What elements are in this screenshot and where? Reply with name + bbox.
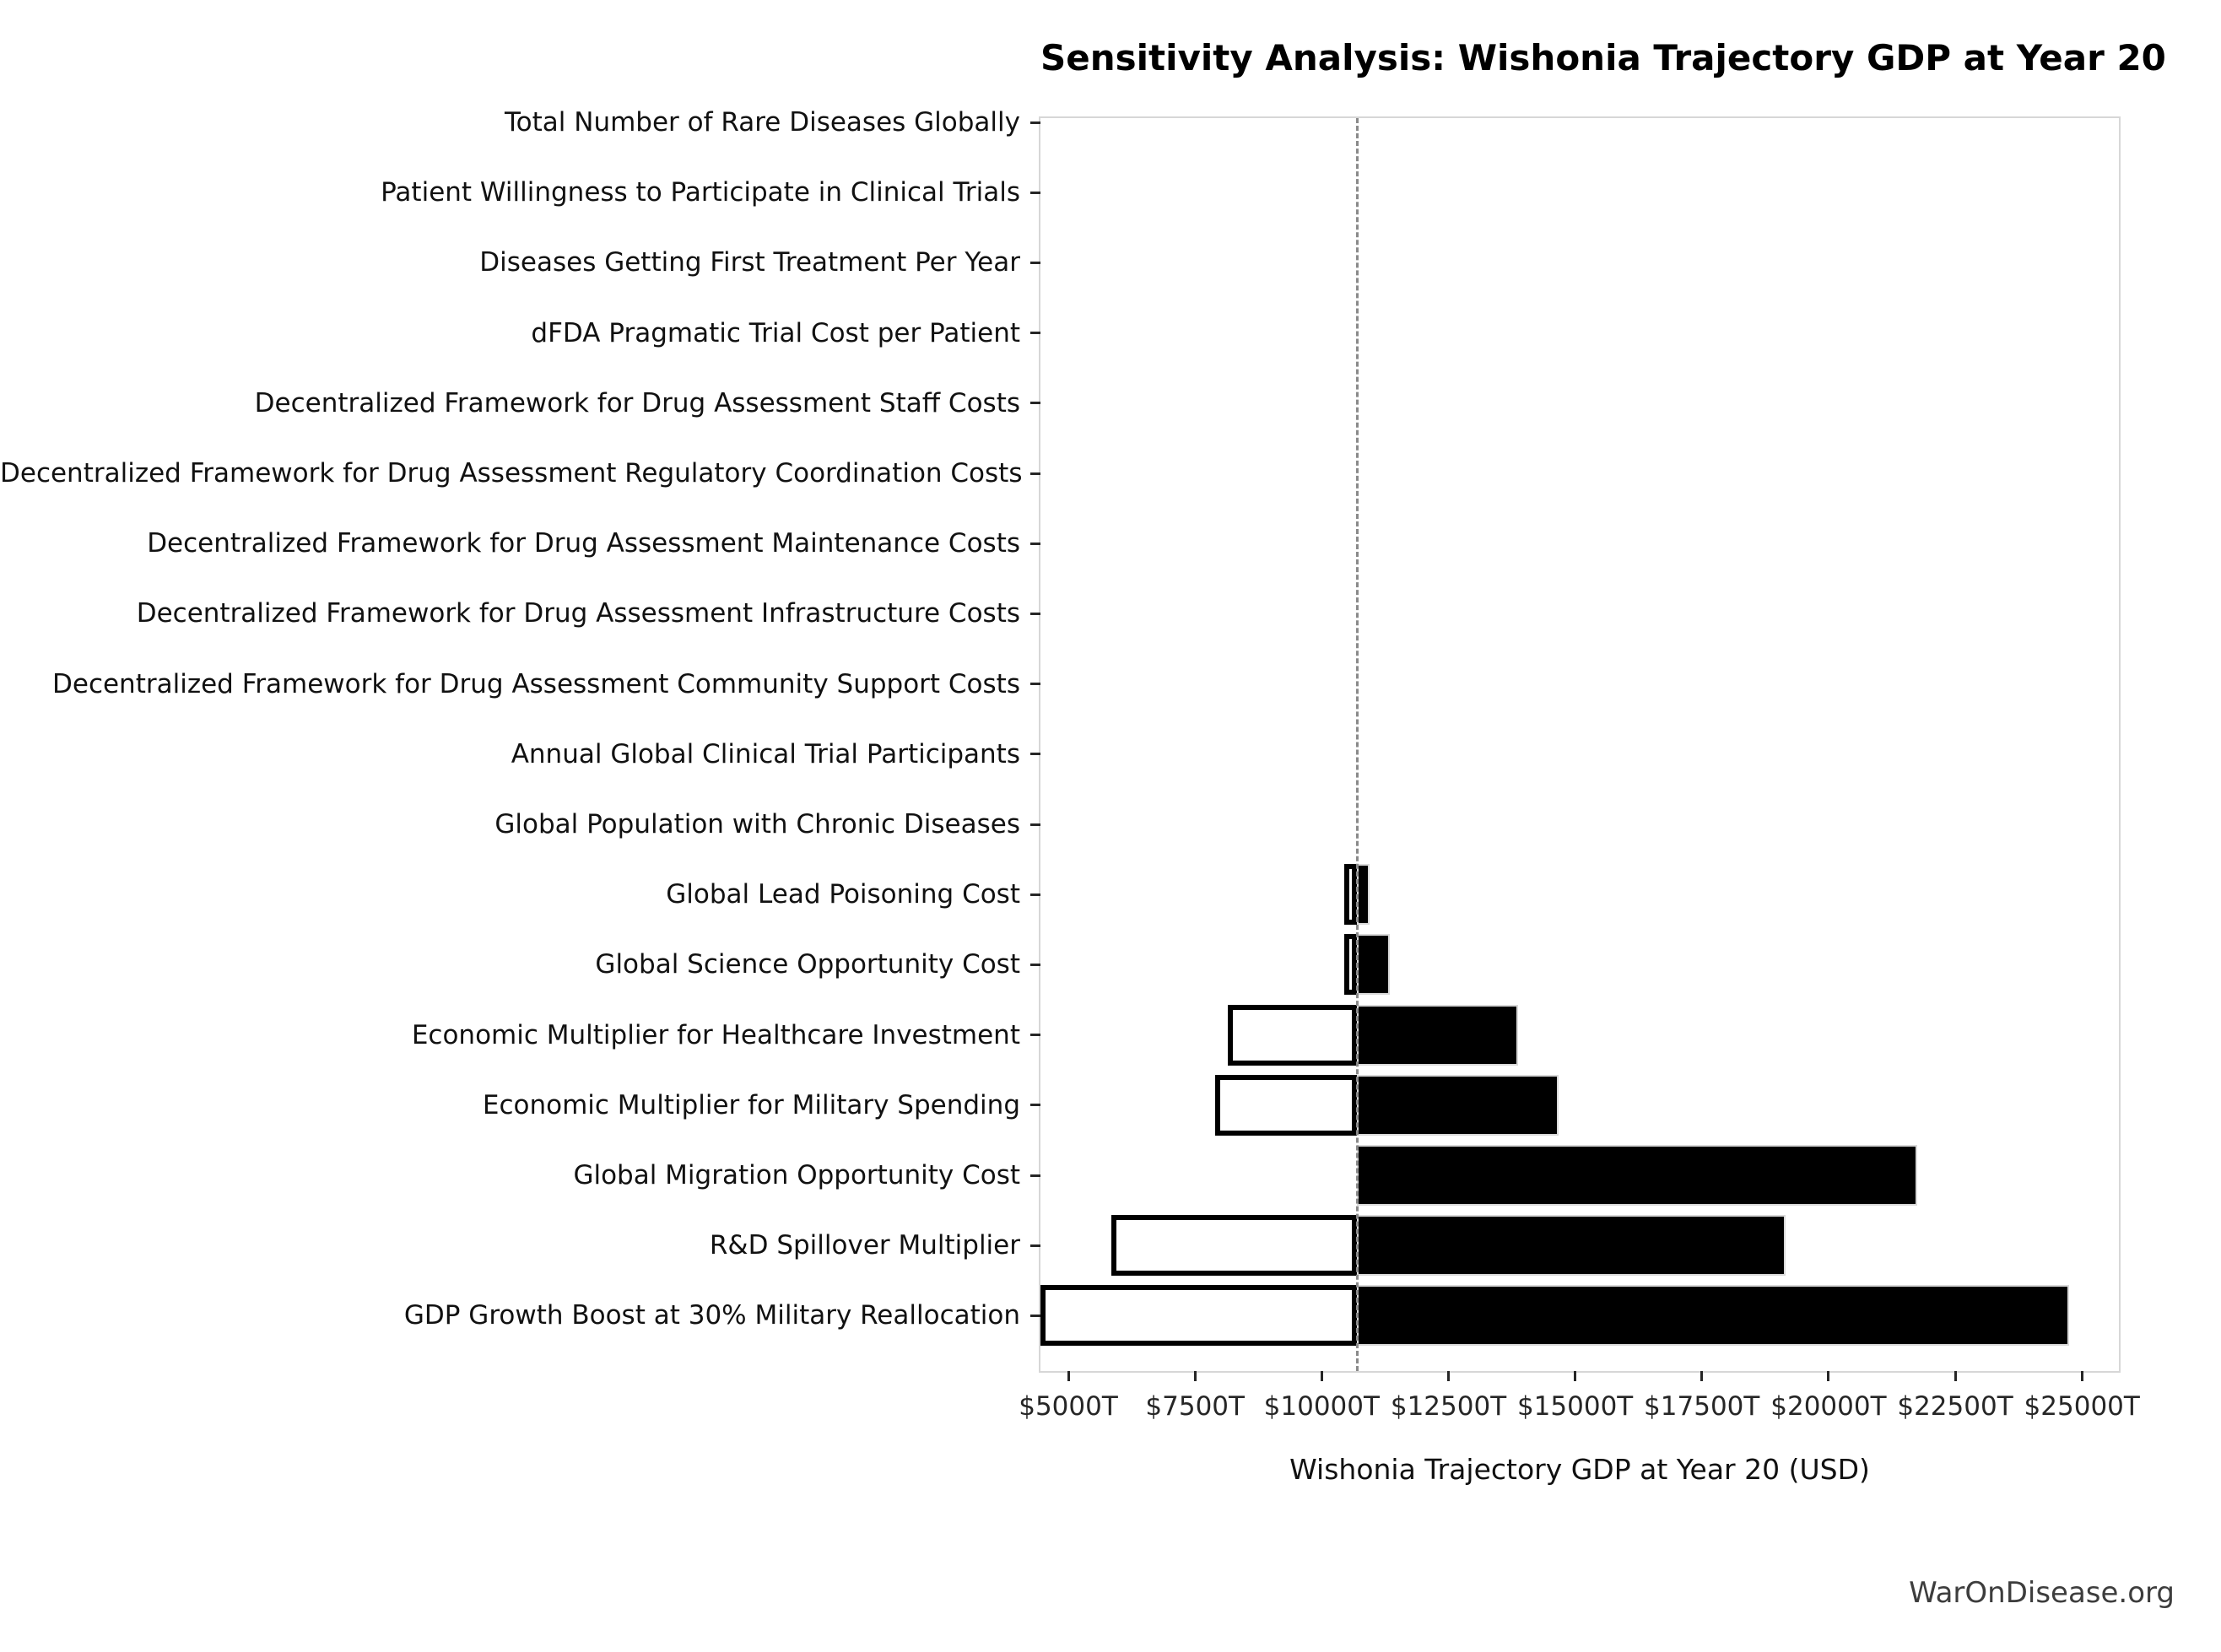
y-tick-label: Global Science Opportunity Cost [595,949,1020,980]
y-tick-label: Economic Multiplier for Military Spendin… [482,1089,1020,1120]
y-tick-mark [1030,823,1040,826]
y-tick-mark [1030,191,1040,194]
y-tick-mark [1030,753,1040,756]
bar-low-17 [1040,1285,1358,1347]
x-tick-mark [1954,1371,1957,1381]
y-tick-label: R&D Spillover Multiplier [709,1230,1020,1261]
y-tick-label: Global Lead Poisoning Cost [666,879,1020,910]
y-tick-label: Decentralized Framework for Drug Assessm… [147,528,1020,559]
y-tick-label: Total Number of Rare Diseases Globally [505,107,1020,138]
x-tick-label: $22500T [1897,1391,2013,1422]
x-tick-mark [1827,1371,1830,1381]
y-tick-label: dFDA Pragmatic Trial Cost per Patient [531,317,1020,348]
bar-low-14 [1215,1074,1358,1136]
watermark: WarOnDisease.org [1909,1576,2175,1610]
x-tick-label: $20000T [1770,1391,1887,1422]
y-tick-label: GDP Growth Boost at 30% Military Realloc… [403,1300,1020,1331]
x-tick-label: $5000T [1019,1391,1118,1422]
y-tick-mark [1030,1314,1040,1317]
bar-low-16 [1111,1215,1358,1277]
x-tick-mark [1193,1371,1197,1381]
y-tick-label: Decentralized Framework for Drug Assessm… [254,387,1020,418]
x-tick-mark [1067,1371,1070,1381]
bar-low-12 [1344,934,1358,996]
y-tick-mark [1030,1174,1040,1177]
y-tick-mark [1030,402,1040,405]
y-tick-mark [1030,261,1040,264]
y-tick-mark [1030,612,1040,615]
x-tick-mark [1574,1371,1577,1381]
bar-high-15 [1357,1145,1917,1206]
x-axis-title: Wishonia Trajectory GDP at Year 20 (USD) [1289,1453,1870,1486]
bar-high-14 [1357,1074,1559,1136]
y-tick-mark [1030,683,1040,686]
chart-title: Sensitivity Analysis: Wishonia Trajector… [1040,37,2166,78]
y-tick-label: Economic Multiplier for Healthcare Inves… [411,1019,1020,1050]
y-tick-mark [1030,963,1040,966]
x-tick-mark [1447,1371,1450,1381]
bar-high-16 [1357,1215,1786,1277]
y-tick-mark [1030,1244,1040,1247]
y-tick-mark [1030,332,1040,335]
y-tick-label: Global Population with Chronic Diseases [494,809,1020,839]
y-tick-label: Decentralized Framework for Drug Assessm… [52,668,1020,699]
x-tick-label: $7500T [1145,1391,1245,1422]
x-tick-label: $17500T [1644,1391,1760,1422]
x-tick-label: $10000T [1263,1391,1380,1422]
y-tick-mark [1030,1034,1040,1037]
bar-high-11 [1357,864,1370,926]
bar-low-11 [1344,864,1358,926]
x-tick-mark [1320,1371,1323,1381]
y-tick-mark [1030,542,1040,545]
y-tick-mark [1030,893,1040,896]
x-tick-label: $12500T [1390,1391,1507,1422]
y-tick-label: Patient Willingness to Participate in Cl… [381,177,1020,208]
x-tick-mark [2080,1371,2083,1381]
y-tick-label: Decentralized Framework for Drug Assessm… [136,598,1020,629]
y-tick-label: Global Migration Opportunity Cost [573,1160,1020,1190]
y-tick-mark [1030,1104,1040,1107]
y-tick-label: Diseases Getting First Treatment Per Yea… [479,247,1020,278]
y-tick-mark [1030,472,1040,475]
bar-high-13 [1357,1004,1518,1066]
bar-low-13 [1228,1004,1358,1066]
y-tick-mark [1030,121,1040,124]
y-tick-label: Decentralized Framework for Drug Assessm… [0,458,1023,489]
x-tick-label: $25000T [2024,1391,2140,1422]
x-tick-mark [1700,1371,1704,1381]
bar-high-17 [1357,1285,2070,1347]
bar-high-12 [1357,934,1391,996]
x-tick-label: $15000T [1516,1391,1634,1422]
baseline-line [1355,118,1359,1371]
y-tick-label: Annual Global Clinical Trial Participant… [511,738,1020,769]
